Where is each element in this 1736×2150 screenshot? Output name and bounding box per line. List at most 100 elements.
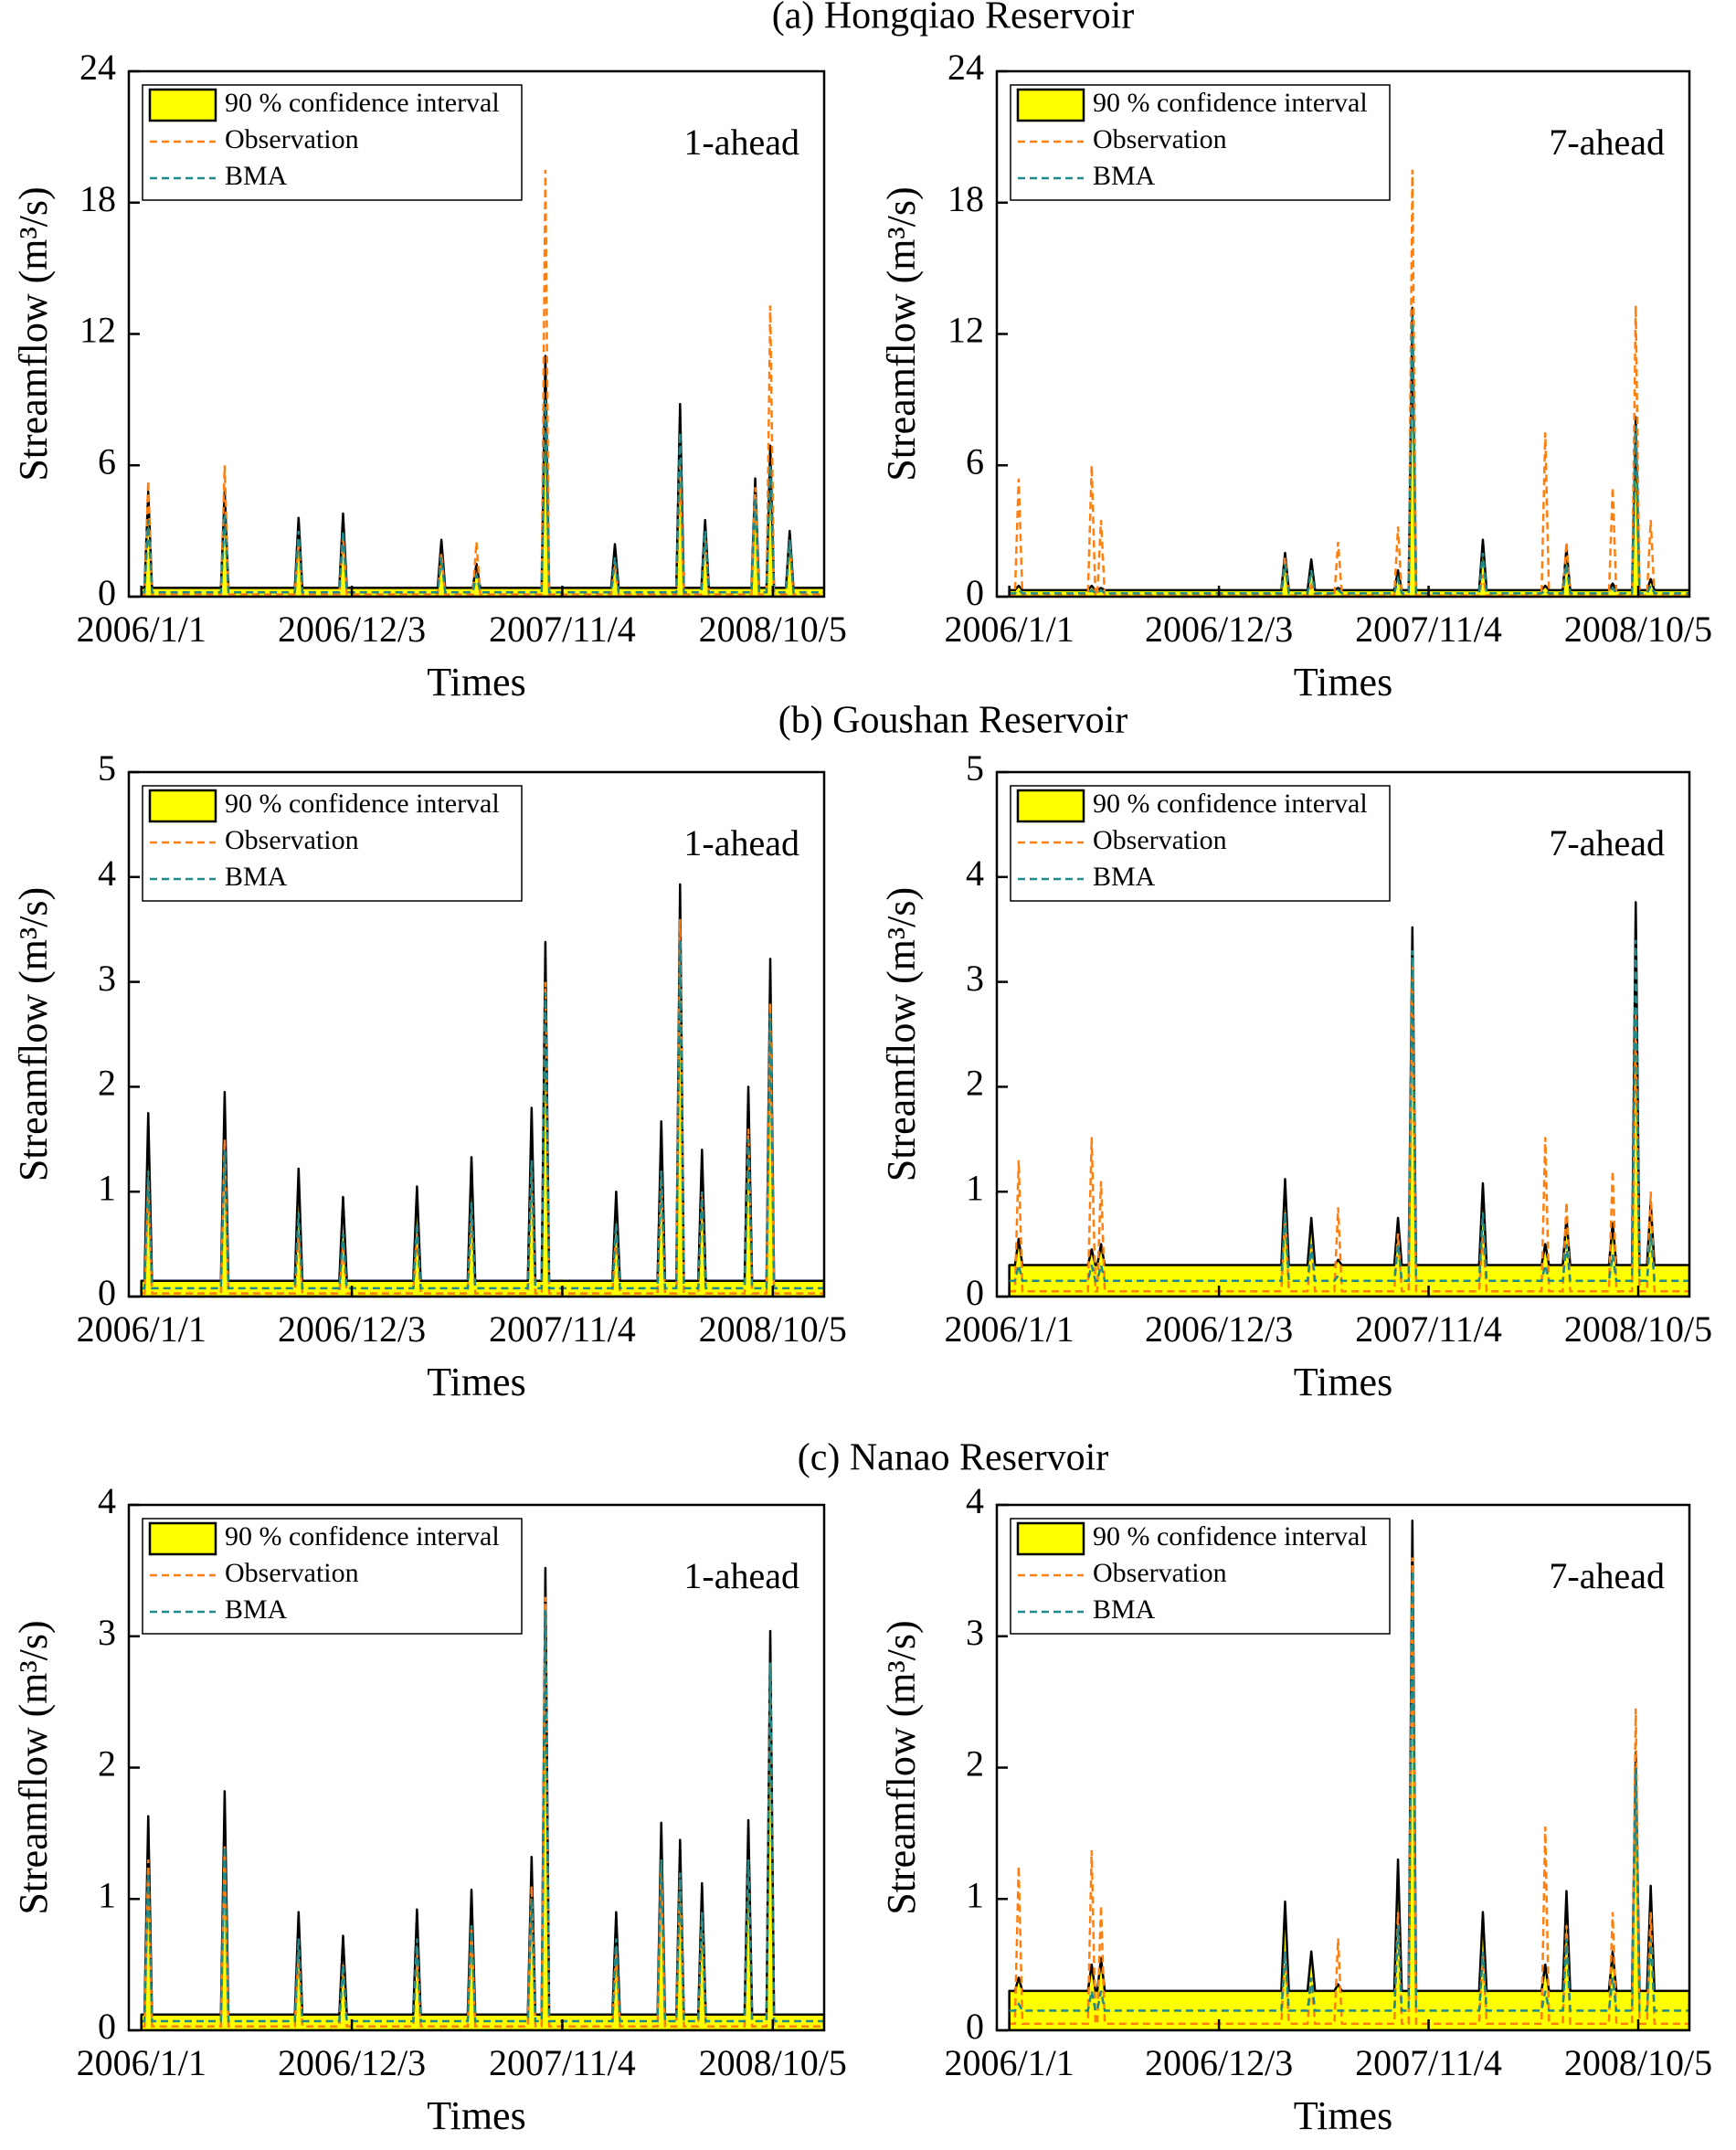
annotation: 7-ahead (1549, 822, 1665, 863)
x-tick-label: 2006/12/3 (278, 2042, 426, 2083)
y-tick-label: 4 (98, 853, 116, 894)
confidence-band (140, 355, 824, 597)
panel-title: (b) Goushan Reservoir (778, 700, 1128, 742)
x-tick-label: 2006/12/3 (278, 609, 426, 650)
y-tick-label: 3 (966, 958, 984, 999)
legend-label: Observation (1093, 825, 1227, 855)
y-tick-label: 5 (98, 747, 116, 789)
x-axis-label: Times (427, 1360, 525, 1404)
y-tick-label: 0 (966, 1272, 984, 1313)
legend-box (142, 84, 523, 201)
plot-area (140, 1566, 824, 2030)
legend-swatch (148, 88, 217, 122)
series-line (1009, 316, 1689, 595)
x-tick-label: 2006/1/1 (945, 1308, 1074, 1350)
x-tick-label: 2007/11/4 (1355, 1308, 1502, 1350)
x-tick-label: 2006/1/1 (77, 1308, 206, 1350)
y-tick-label: 0 (966, 2006, 984, 2047)
chart-panel: 0 6 12 18 24 2006/1/1 2006/12/3 2007/11/4 2008/1… (11, 47, 847, 704)
x-axis-label: Times (1294, 1360, 1392, 1404)
legend-label: BMA (225, 1594, 288, 1625)
y-tick-label: 6 (98, 440, 116, 482)
legend-label: 90 % confidence interval (1093, 1521, 1368, 1552)
y-tick-label: 2 (966, 1063, 984, 1104)
y-axis-label: Streamflow (m³/s) (11, 887, 56, 1181)
series-line (1009, 169, 1689, 597)
y-tick-label: 3 (966, 1612, 984, 1653)
annotation: 7-ahead (1549, 122, 1665, 163)
chart-panel: 0 1 2 3 4 2006/1/1 2006/12/3 2007/11/4 2008/10/5… (11, 1480, 847, 2138)
x-axis-label: Times (427, 660, 525, 704)
x-tick-label: 2006/1/1 (945, 2042, 1074, 2083)
panel-title: (a) Hongqiao Reservoir (772, 0, 1135, 37)
x-tick-label: 2006/1/1 (77, 2042, 206, 2083)
legend-label: Observation (225, 124, 359, 154)
x-tick-label: 2006/12/3 (1145, 2042, 1293, 2083)
x-tick-label: 2007/11/4 (489, 609, 636, 650)
y-axis-label: Streamflow (m³/s) (879, 1620, 924, 1914)
y-tick-label: 0 (98, 572, 116, 613)
annotation: 1-ahead (683, 122, 799, 163)
y-axis-label: Streamflow (m³/s) (11, 1620, 56, 1914)
y-tick-label: 2 (98, 1063, 116, 1104)
x-tick-label: 2007/11/4 (489, 2042, 636, 2083)
annotation: 1-ahead (683, 1555, 799, 1596)
y-tick-label: 1 (98, 1167, 116, 1208)
plot-area (1008, 901, 1689, 1297)
x-tick-label: 2006/1/1 (77, 609, 206, 650)
y-axis-label: Streamflow (m³/s) (879, 887, 924, 1181)
series-line (1009, 960, 1689, 1293)
x-tick-label: 2008/10/5 (1564, 609, 1712, 650)
legend-label: 90 % confidence interval (225, 789, 500, 819)
series-line (141, 1609, 824, 2023)
y-tick-label: 24 (79, 47, 116, 88)
y-axis-label: Streamflow (m³/s) (879, 186, 924, 481)
plot-frame (995, 770, 1691, 1298)
chart-panel: 0 1 2 3 4 5 2006/1/1 2006/12/3 2007/11/4 2008/10/… (11, 747, 847, 1404)
legend-label: BMA (1093, 862, 1156, 892)
panel-title: (c) Nanao Reservoir (798, 1437, 1109, 1479)
y-tick-label: 4 (966, 1480, 984, 1521)
y-tick-label: 0 (98, 2006, 116, 2047)
y-tick-label: 0 (966, 572, 984, 613)
chart-panel: 0 1 2 3 4 5 2006/1/1 2006/12/3 2007/11/4 2008/10/… (879, 747, 1712, 1404)
annotation: 1-ahead (683, 822, 799, 863)
legend-label: 90 % confidence interval (225, 88, 500, 118)
y-tick-label: 1 (966, 1167, 984, 1208)
legend-label: Observation (1093, 124, 1227, 154)
y-tick-label: 18 (947, 178, 984, 219)
legend-label: BMA (225, 161, 288, 191)
legend-swatch (1016, 88, 1085, 122)
plot-area (140, 169, 824, 597)
y-tick-label: 6 (966, 440, 984, 482)
legend-swatch (148, 789, 217, 823)
plot-area (140, 883, 824, 1297)
x-tick-label: 2007/11/4 (1355, 2042, 1502, 2083)
series-line (141, 918, 824, 1295)
x-tick-label: 2006/12/3 (1145, 1308, 1293, 1350)
y-tick-label: 12 (79, 310, 116, 351)
x-tick-label: 2006/12/3 (1145, 609, 1293, 650)
y-tick-label: 5 (966, 747, 984, 789)
series-line (141, 939, 824, 1290)
legend-label: Observation (225, 825, 359, 855)
x-tick-label: 2006/1/1 (945, 609, 1074, 650)
legend-swatch (148, 1521, 217, 1556)
plot-area (1008, 1520, 1689, 2030)
chart-panel: 0 1 2 3 4 2006/1/1 2006/12/3 2007/11/4 2008/10/5… (879, 1480, 1712, 2138)
x-tick-label: 2008/10/5 (699, 609, 847, 650)
x-tick-label: 2008/10/5 (1564, 2042, 1712, 2083)
legend-label: 90 % confidence interval (1093, 88, 1368, 118)
annotation: 7-ahead (1549, 1555, 1665, 1596)
x-axis-label: Times (1294, 660, 1392, 704)
y-tick-label: 24 (947, 47, 984, 88)
y-tick-label: 4 (98, 1480, 116, 1521)
x-axis-label: Times (1294, 2093, 1392, 2138)
series-line (1009, 939, 1689, 1283)
y-tick-label: 12 (947, 310, 984, 351)
y-tick-label: 4 (966, 853, 984, 894)
chart-panel: 0 6 12 18 24 2006/1/1 2006/12/3 2007/11/4 2008/1… (879, 47, 1712, 704)
series-line (1009, 1570, 1689, 2012)
legend-label: BMA (225, 862, 288, 892)
